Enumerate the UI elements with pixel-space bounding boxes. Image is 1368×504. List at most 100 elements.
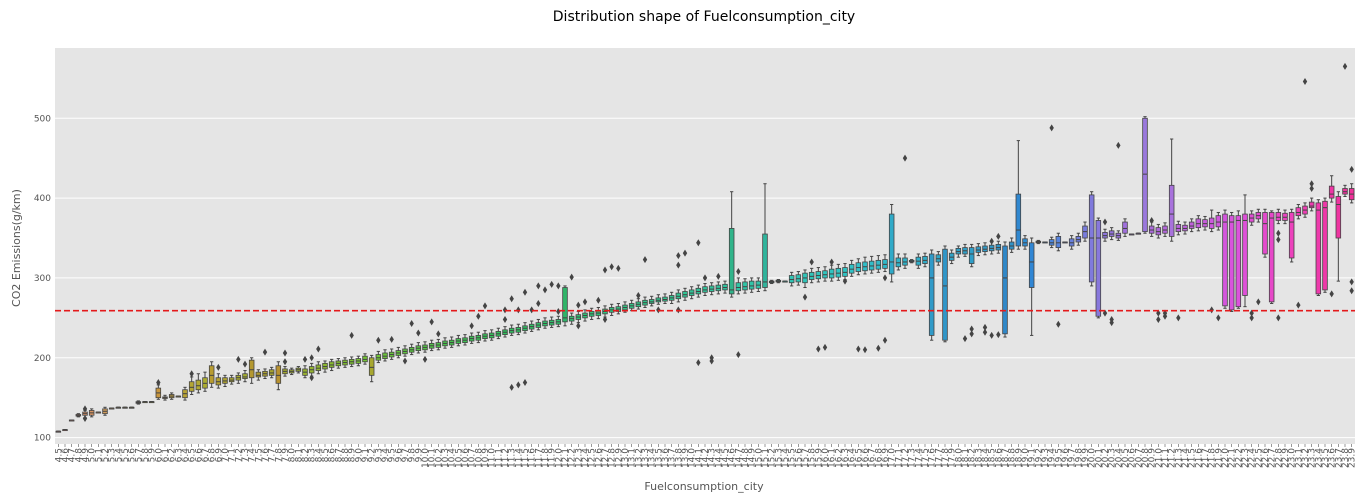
x-tick-label: 19.7 <box>1068 448 1078 468</box>
box-group <box>115 406 122 409</box>
x-tick-label: 10.0 <box>421 448 431 468</box>
box-group <box>648 295 655 307</box>
x-tick-label: 6.9 <box>214 448 224 463</box>
outlier <box>596 296 601 304</box>
outlier <box>602 315 608 323</box>
x-tick-label: 6.5 <box>188 448 198 462</box>
outlier <box>582 298 588 306</box>
x-tick-label: 9.1 <box>361 448 371 462</box>
box-group <box>902 154 908 269</box>
outlier <box>476 312 481 320</box>
x-tick-label: 5.9 <box>148 448 158 463</box>
outlier <box>882 274 888 282</box>
box-group <box>1328 175 1335 298</box>
x-tick-label: 20.5 <box>1121 448 1131 468</box>
outlier <box>389 335 394 343</box>
x-tick-label: 18.5 <box>988 448 998 468</box>
box-group <box>862 256 868 354</box>
box-group <box>682 249 688 301</box>
box <box>942 248 948 341</box>
box-group <box>468 322 475 344</box>
box-group <box>788 271 795 287</box>
box-group <box>562 285 568 327</box>
box-group <box>202 371 208 392</box>
outlier <box>529 306 534 314</box>
box-group <box>422 341 428 363</box>
x-tick-label: 14.1 <box>694 448 704 468</box>
box-group <box>455 334 462 347</box>
x-tick-label: 21.3 <box>1174 448 1184 468</box>
x-tick-label: 10.6 <box>461 448 471 468</box>
x-tick-label: 16.3 <box>841 448 851 468</box>
box-group <box>1268 210 1275 304</box>
outlier <box>1302 78 1308 86</box>
x-tick-label: 19.0 <box>1021 448 1031 468</box>
box-group <box>102 406 108 416</box>
x-tick-label: 12.8 <box>608 448 618 468</box>
box-group <box>175 395 182 398</box>
box-group <box>1235 210 1242 309</box>
x-tick-label: 15.7 <box>801 448 811 468</box>
x-tick-label: 22.5 <box>1254 448 1264 468</box>
box-group <box>1222 209 1228 309</box>
chart-title: Distribution shape of Fuelconsumption_ci… <box>552 9 856 25</box>
box-group <box>342 357 348 368</box>
x-tick-label: 19.4 <box>1048 448 1058 468</box>
x-tick-label: 16.4 <box>848 448 858 468</box>
y-ticks: 100 200 300 400 500 <box>34 114 51 443</box>
x-tick-label: 11.1 <box>494 448 504 468</box>
x-tick-label: 6.0 <box>154 448 164 463</box>
box-group <box>888 203 895 283</box>
outlier <box>856 345 861 353</box>
outlier <box>829 258 834 266</box>
box <box>1262 212 1268 255</box>
x-tick-label: 17.4 <box>914 448 924 468</box>
box-group <box>328 358 335 372</box>
x-tick-label: 7.3 <box>241 448 251 462</box>
box <box>762 233 768 288</box>
outlier <box>1256 298 1261 306</box>
outlier <box>816 345 821 353</box>
x-tick-label: 12.0 <box>554 448 564 468</box>
y-tick-label: 100 <box>34 434 51 444</box>
x-tick-label: 17.5 <box>921 448 931 468</box>
x-tick-label: 14.5 <box>721 448 731 468</box>
outlier <box>282 358 288 366</box>
x-tick-label: 11.7 <box>534 448 544 468</box>
box-group <box>508 295 515 391</box>
x-tick-label: 6.8 <box>208 448 218 463</box>
box-group <box>1128 233 1135 236</box>
x-tick-label: 6.6 <box>194 448 204 463</box>
box-group <box>608 263 615 316</box>
outlier <box>842 277 848 285</box>
outlier <box>236 355 241 363</box>
x-tick-label: 21.7 <box>1201 448 1211 468</box>
box-group <box>82 405 88 422</box>
outlier <box>376 336 381 344</box>
box-group <box>262 348 268 380</box>
box-group <box>62 429 68 432</box>
box-group <box>1282 209 1288 225</box>
x-tick-label: 22.7 <box>1268 448 1278 468</box>
box-group <box>835 263 842 281</box>
x-tick-label: 15.5 <box>788 448 798 468</box>
box-group <box>968 243 975 338</box>
x-tick-label: 16.5 <box>854 448 864 468</box>
outlier <box>522 288 528 296</box>
box-group <box>1008 237 1015 253</box>
x-tick-label: 7.2 <box>234 448 244 462</box>
x-tick-label: 18.8 <box>1008 448 1018 468</box>
x-tick-label: 5.3 <box>108 448 118 462</box>
x-tick-label: 14.3 <box>708 448 718 468</box>
x-tick-label: 13.7 <box>668 448 678 468</box>
box-group <box>882 254 888 344</box>
outlier <box>982 323 988 331</box>
box <box>1028 242 1035 288</box>
x-tick-label: 11.8 <box>541 448 551 468</box>
x-tick-label: 13.5 <box>654 448 664 468</box>
box <box>1055 236 1062 248</box>
box <box>562 287 568 323</box>
box-group <box>142 401 148 404</box>
box-group <box>1095 217 1102 319</box>
